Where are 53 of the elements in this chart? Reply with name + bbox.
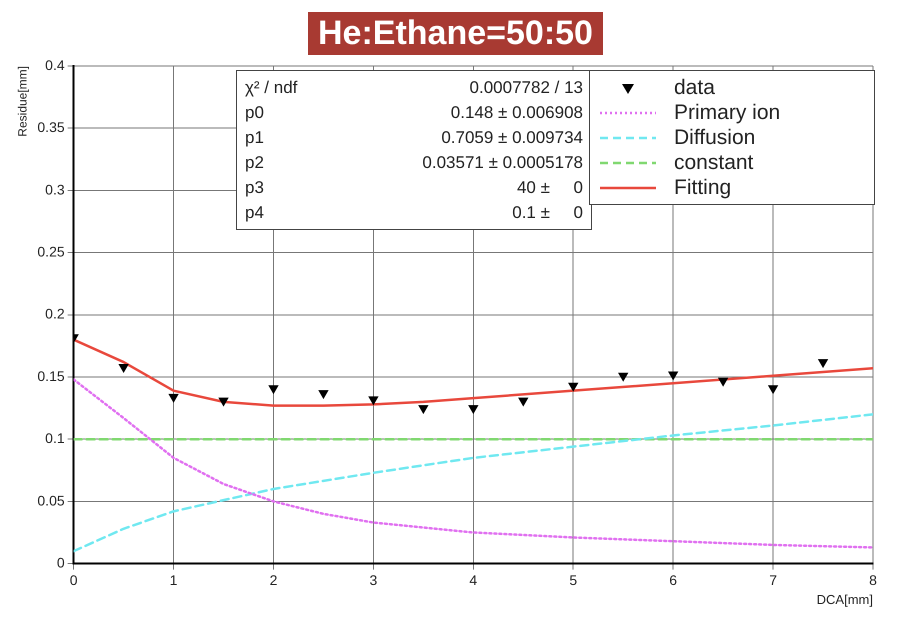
annotation: 0.0007782 / 13: [470, 77, 583, 99]
x-tick-label: 0: [70, 572, 78, 588]
point: [318, 390, 328, 399]
annotation: p1: [245, 127, 264, 149]
point: [518, 398, 528, 406]
y-tick-label: 0: [56, 554, 65, 570]
x-tick-label: 8: [869, 572, 878, 588]
annotation: 0.148 ± 0.006908: [450, 102, 583, 124]
legend-label: Fitting: [674, 176, 732, 200]
x-axis-title: DCA[mm]: [816, 592, 873, 607]
x-tick-label: 3: [370, 572, 378, 588]
x-tick-label: 5: [569, 572, 578, 588]
point: [168, 394, 178, 402]
point: [668, 372, 678, 380]
annotation: p4: [245, 202, 264, 224]
annotation: 40 ± 0: [516, 177, 583, 199]
annotation: p2: [245, 152, 264, 174]
y-tick-label: 0.4: [45, 56, 65, 73]
chart-title: He:Ethane=50:50: [308, 12, 603, 55]
point: [568, 382, 578, 392]
x-tick-label: 4: [469, 572, 478, 588]
y-axis-title: Residue[mm]: [16, 66, 30, 137]
y-tick-label: 0.1: [45, 430, 65, 446]
point: [618, 372, 628, 382]
x-tick-label: 7: [769, 572, 778, 588]
point: [768, 385, 778, 394]
annotation: 0.03571 ± 0.0005178: [422, 152, 583, 174]
y-tick-label: 0.05: [37, 492, 65, 508]
x-tick-label: 6: [669, 572, 678, 588]
point: [368, 396, 378, 405]
point: [218, 398, 228, 406]
point: [118, 364, 128, 373]
point: [818, 359, 828, 368]
annotation: 0.7059 ± 0.009734: [441, 127, 583, 149]
x-tick-label: 1: [170, 572, 178, 588]
point: [418, 405, 428, 414]
legend-label: constant: [674, 150, 754, 174]
point: [468, 405, 478, 414]
annotation: χ² / ndf: [245, 77, 298, 99]
y-tick-label: 0.2: [45, 306, 65, 322]
annotation: p3: [245, 177, 264, 199]
y-tick-label: 0.25: [37, 243, 65, 260]
legend-label: Diffusion: [674, 126, 756, 150]
x-tick-label: 2: [270, 572, 278, 588]
annotation: p0: [245, 102, 264, 124]
y-tick-label: 0.3: [45, 181, 65, 198]
y-tick-label: 0.35: [37, 119, 65, 136]
legend-label: Primary ion: [674, 100, 780, 124]
legend-label: data: [674, 76, 715, 100]
point: [268, 385, 278, 394]
point: [718, 378, 728, 386]
annotation: 0.1 ± 0: [512, 202, 583, 224]
y-tick-label: 0.15: [37, 368, 65, 384]
